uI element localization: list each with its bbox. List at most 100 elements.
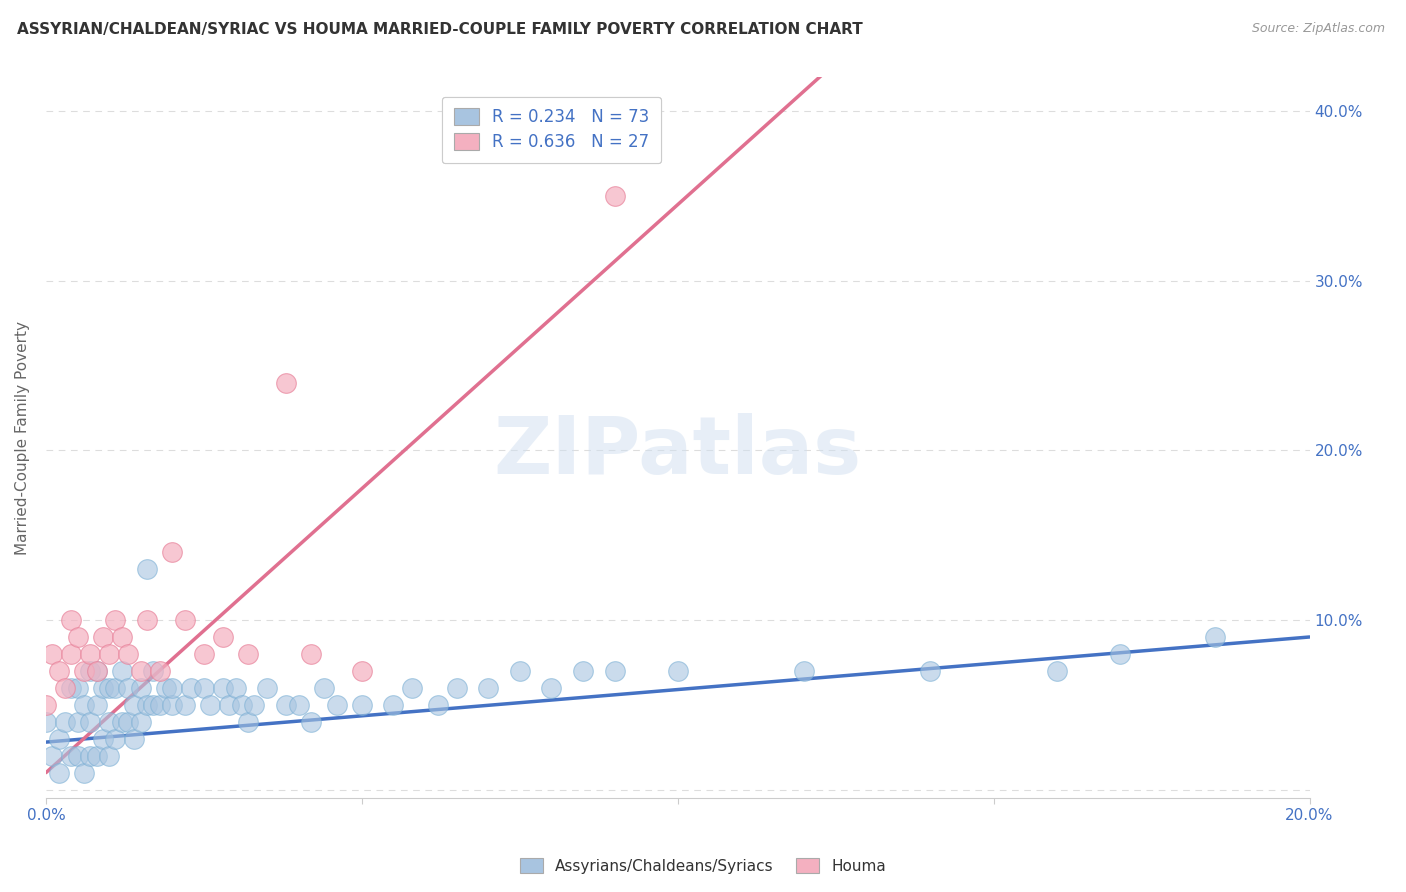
Point: [73, 765, 96, 780]
Point: [299, 647, 322, 661]
Point: [666, 664, 689, 678]
Point: [35, 698, 58, 712]
Point: [603, 664, 626, 678]
Point: [66, 681, 89, 695]
Point: [136, 698, 159, 712]
Point: [98, 714, 121, 729]
Point: [312, 681, 335, 695]
Point: [193, 681, 215, 695]
Point: [142, 664, 165, 678]
Point: [124, 698, 146, 712]
Point: [793, 664, 815, 678]
Point: [350, 664, 373, 678]
Point: [287, 698, 309, 712]
Point: [1204, 630, 1226, 644]
Point: [193, 647, 215, 661]
Point: [200, 698, 222, 712]
Point: [477, 681, 499, 695]
Point: [79, 664, 101, 678]
Point: [256, 681, 278, 695]
Point: [218, 698, 240, 712]
Point: [136, 613, 159, 627]
Point: [509, 664, 531, 678]
Point: [117, 681, 139, 695]
Point: [53, 714, 76, 729]
Point: [41, 647, 63, 661]
Point: [48, 731, 70, 746]
Point: [104, 681, 127, 695]
Point: [401, 681, 423, 695]
Point: [48, 765, 70, 780]
Point: [91, 681, 114, 695]
Legend: R = 0.234   N = 73, R = 0.636   N = 27: R = 0.234 N = 73, R = 0.636 N = 27: [441, 96, 661, 163]
Point: [162, 545, 184, 559]
Point: [66, 714, 89, 729]
Point: [86, 664, 108, 678]
Point: [60, 748, 83, 763]
Point: [124, 731, 146, 746]
Point: [35, 714, 58, 729]
Point: [79, 714, 101, 729]
Point: [60, 613, 83, 627]
Point: [104, 731, 127, 746]
Point: [98, 748, 121, 763]
Point: [129, 681, 152, 695]
Point: [1109, 647, 1132, 661]
Point: [117, 647, 139, 661]
Point: [48, 664, 70, 678]
Point: [236, 647, 259, 661]
Point: [149, 664, 172, 678]
Point: [149, 698, 172, 712]
Point: [174, 698, 197, 712]
Point: [111, 630, 134, 644]
Point: [79, 647, 101, 661]
Point: [274, 698, 297, 712]
Point: [212, 681, 235, 695]
Point: [920, 664, 942, 678]
Point: [212, 630, 235, 644]
Point: [162, 681, 184, 695]
Point: [136, 562, 159, 576]
Point: [274, 376, 297, 390]
Point: [86, 748, 108, 763]
Point: [446, 681, 468, 695]
Point: [180, 681, 202, 695]
Point: [243, 698, 266, 712]
Text: ASSYRIAN/CHALDEAN/SYRIAC VS HOUMA MARRIED-COUPLE FAMILY POVERTY CORRELATION CHAR: ASSYRIAN/CHALDEAN/SYRIAC VS HOUMA MARRIE…: [17, 22, 863, 37]
Point: [155, 681, 177, 695]
Point: [142, 698, 165, 712]
Point: [73, 664, 96, 678]
Point: [98, 647, 121, 661]
Point: [540, 681, 562, 695]
Text: ZIPatlas: ZIPatlas: [494, 413, 862, 491]
Point: [91, 731, 114, 746]
Point: [86, 698, 108, 712]
Point: [325, 698, 347, 712]
Point: [174, 613, 197, 627]
Point: [426, 698, 449, 712]
Point: [53, 681, 76, 695]
Point: [60, 647, 83, 661]
Point: [231, 698, 253, 712]
Point: [299, 714, 322, 729]
Point: [66, 630, 89, 644]
Point: [603, 189, 626, 203]
Point: [41, 748, 63, 763]
Point: [104, 613, 127, 627]
Point: [86, 664, 108, 678]
Point: [1046, 664, 1069, 678]
Point: [129, 664, 152, 678]
Point: [350, 698, 373, 712]
Point: [236, 714, 259, 729]
Point: [224, 681, 246, 695]
Point: [117, 714, 139, 729]
Point: [66, 748, 89, 763]
Point: [73, 698, 96, 712]
Point: [572, 664, 595, 678]
Point: [79, 748, 101, 763]
Point: [98, 681, 121, 695]
Point: [111, 664, 134, 678]
Point: [129, 714, 152, 729]
Point: [91, 630, 114, 644]
Point: [60, 681, 83, 695]
